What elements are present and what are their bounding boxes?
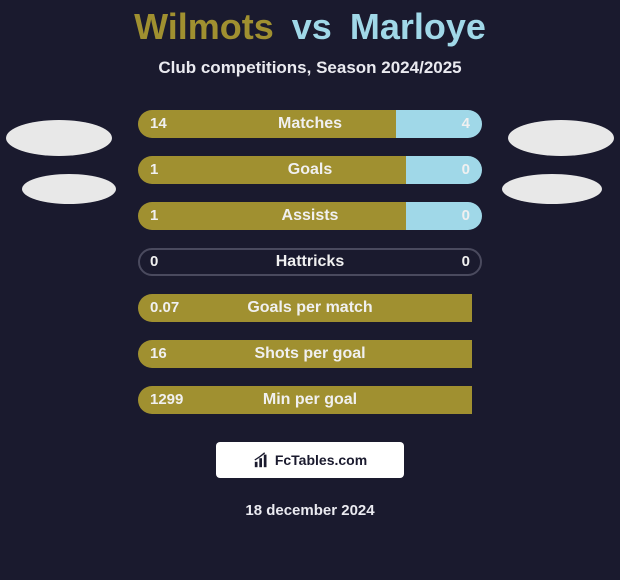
comparison-chart: 144Matches 10Goals 10Assists 00Hattricks 0.0… [0,110,620,414]
stat-label: Matches [138,110,482,138]
stat-label: Goals [138,156,482,184]
stat-label: Hattricks [138,248,482,276]
title-right-player: Marloye [350,6,486,47]
stat-row: 1299Min per goal [0,386,620,414]
stat-label: Shots per goal [138,340,482,368]
stat-row: 00Hattricks [0,248,620,276]
stat-row: 16Shots per goal [0,340,620,368]
stat-row: 144Matches [0,110,620,138]
stat-label: Min per goal [138,386,482,414]
title: Wilmots vs Marloye [0,0,620,48]
stat-row: 10Assists [0,202,620,230]
stat-row: 10Goals [0,156,620,184]
stat-row: 0.07Goals per match [0,294,620,322]
footer-logo-text: FcTables.com [275,452,367,468]
stat-label: Assists [138,202,482,230]
stat-label: Goals per match [138,294,482,322]
title-vs: vs [292,6,332,47]
subtitle: Club competitions, Season 2024/2025 [0,58,620,78]
footer-logo: FcTables.com [216,442,404,478]
title-left-player: Wilmots [134,6,274,47]
footer-date: 18 december 2024 [0,502,620,519]
chart-icon [253,451,271,469]
